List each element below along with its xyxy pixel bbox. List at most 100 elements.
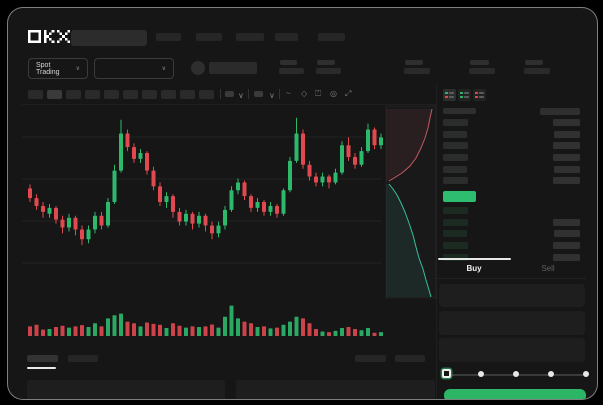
buy-submit-button[interactable] [444,389,586,399]
bid-amount [553,242,580,250]
stat-label-2 [405,60,423,65]
timeframe-button-7[interactable] [161,90,176,99]
bottom-action-button-2[interactable] [395,355,425,362]
nav-item-0[interactable] [156,33,181,41]
stat-value-4 [524,68,550,74]
bid-amount [554,230,580,238]
orderbook-bid-row-4[interactable] [443,253,580,261]
orderbook-bid-row-1[interactable] [443,218,580,226]
pair-name-placeholder[interactable] [209,62,257,74]
icon-row [460,96,469,98]
active-tab-indicator [438,258,511,260]
settings-icon[interactable]: ◎ [330,89,337,98]
stat-label-3 [470,60,489,65]
icon-row [460,92,469,94]
timeframe-button-3[interactable] [85,90,100,99]
chart-type-dropdown[interactable] [254,91,263,97]
interval-dropdown[interactable] [225,91,234,97]
ask-price [443,142,468,150]
timeframe-button-2[interactable] [66,90,81,99]
ask-price [443,177,468,185]
tab-sell[interactable]: Sell [541,264,555,273]
price-field[interactable] [439,284,585,307]
ask-amount [554,165,580,173]
pair-dropdown[interactable]: ∨ [94,58,174,79]
ask-amount [553,119,580,126]
total-field[interactable] [439,338,585,362]
bottom-content-block-1 [27,380,225,399]
orderbook-view-book-bids-icon[interactable] [458,89,471,101]
fullscreen-icon[interactable]: ⤢ [345,89,352,98]
draw-tools-icon[interactable]: ◇ [301,89,308,98]
slider-stop-1[interactable] [478,371,484,377]
orderbook-last-price-bar[interactable] [443,191,476,202]
orderbook-ask-row-5[interactable] [443,177,580,185]
orderbook-bid-row-2[interactable] [443,230,580,238]
amount-field[interactable] [439,311,585,335]
chevron-down-icon: ∨ [75,65,80,72]
icon-row [445,96,454,98]
timeframe-button-0[interactable] [28,90,43,99]
stat-value-0 [279,68,304,74]
chevron-down-icon[interactable]: ∨ [269,91,275,100]
orderbook-ask-row-0[interactable] [443,119,580,126]
nav-item-1[interactable] [196,33,222,41]
bid-price [443,253,468,261]
stat-value-3 [469,68,495,74]
ask-price [443,165,467,173]
slider-stop-4[interactable] [583,371,589,377]
tab-buy[interactable]: Buy [466,264,482,273]
token-avatar[interactable] [191,61,205,75]
market-type-dropdown[interactable]: Spot Trading ∨ [28,58,88,79]
ask-price [443,119,468,126]
slider-handle[interactable] [441,369,451,378]
orderbook-asks [443,119,580,189]
app-window: Spot Trading ∨ ∨ ∨ ∨ ~ ◇ ⏍ ◎ ⤢ Buy Sell [7,7,598,400]
orderbook-view-book-asks-icon[interactable] [473,89,486,101]
market-type-label: Spot Trading [36,61,60,76]
orderbook-bids [443,207,580,265]
bottom-tab-history[interactable] [68,355,98,362]
chevron-down-icon[interactable]: ∨ [238,91,244,100]
orderbook-bid-row-0[interactable] [443,207,580,214]
stat-label-4 [525,60,543,65]
icon-row [475,96,484,98]
icon-row [445,92,454,94]
orderbook-ask-row-4[interactable] [443,165,580,173]
nav-item-4[interactable] [318,33,345,41]
orderbook-header-amount [540,108,580,115]
bottom-action-button-1[interactable] [355,355,386,362]
bid-price [443,230,467,238]
orderbook-ask-row-3[interactable] [443,154,580,162]
timeframe-button-6[interactable] [142,90,157,99]
timeframe-button-8[interactable] [180,90,195,99]
slider-stop-2[interactable] [513,371,519,377]
search-input[interactable] [71,30,147,46]
ask-price [443,154,468,162]
camera-icon[interactable]: ⏍ [315,89,322,98]
ask-amount [553,154,580,162]
orderbook-ask-row-1[interactable] [443,130,580,138]
ask-amount [554,130,580,138]
ask-amount [553,177,580,185]
ask-price [443,130,467,138]
timeframe-button-1[interactable] [47,90,62,99]
orderbook-header-price [443,108,476,114]
ask-amount [553,142,580,150]
timeframe-button-9[interactable] [199,90,214,99]
bottom-tab-indicator [27,367,56,369]
nav-item-3[interactable] [275,33,298,41]
nav-item-2[interactable] [236,33,264,41]
slider-stop-3[interactable] [548,371,554,377]
stat-label-0 [280,60,297,65]
bottom-tab-open-orders[interactable] [27,355,58,362]
line-wave-icon[interactable]: ~ [286,89,291,98]
timeframe-button-5[interactable] [123,90,138,99]
orderbook-ask-row-2[interactable] [443,142,580,150]
orderbook-bid-row-3[interactable] [443,242,580,250]
bid-price [443,207,468,214]
price-chart[interactable] [22,104,438,344]
orderbook-view-book-both-icon[interactable] [443,89,456,101]
okx-logo-icon[interactable] [28,29,70,44]
timeframe-button-4[interactable] [104,90,119,99]
